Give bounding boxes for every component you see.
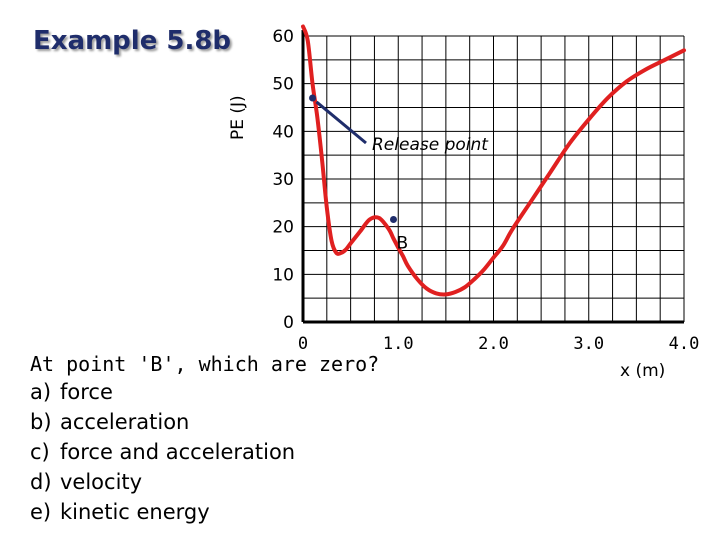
release-point-marker: [309, 94, 317, 102]
answer-option-text: force and acceleration: [60, 440, 296, 464]
answer-option[interactable]: c) force and acceleration: [30, 440, 295, 464]
release-point-pointer: [315, 100, 367, 145]
x-tick-label: 1.0: [383, 334, 414, 354]
answer-option-letter: c): [30, 440, 50, 464]
answer-option-text: velocity: [60, 470, 143, 494]
answer-option-letter: d): [30, 470, 52, 494]
x-tick-label: 4.0: [669, 334, 700, 354]
answer-option-letter: a): [30, 380, 52, 404]
answer-option[interactable]: e) kinetic energy: [30, 500, 210, 524]
pe-curve: [301, 24, 686, 297]
x-axis-label: x (m): [620, 361, 665, 381]
y-axis-label: PE (J): [228, 95, 248, 140]
chart-grid: [302, 35, 685, 323]
y-tick-label: 20: [272, 218, 294, 238]
answer-option[interactable]: a) force: [30, 380, 113, 404]
y-tick-label: 60: [272, 27, 294, 47]
chart-annotations: Release point B: [309, 94, 489, 254]
y-tick-label: 50: [272, 75, 294, 95]
x-tick-label: 0: [298, 334, 308, 354]
question-prompt: At point 'B', which are zero?: [30, 352, 380, 376]
answer-option-letter: e): [30, 500, 52, 524]
y-tick-label: 30: [272, 170, 294, 190]
y-tick-label: 0: [283, 313, 294, 333]
x-tick-label: 2.0: [478, 334, 509, 354]
point-b-marker: [389, 216, 397, 224]
answer-option[interactable]: b) acceleration: [30, 410, 189, 434]
release-point-label: Release point: [372, 135, 489, 155]
slide-title: Example 5.8b: [33, 26, 232, 56]
y-tick-label: 40: [272, 122, 294, 142]
answer-option-text: kinetic energy: [60, 500, 210, 524]
answer-option-text: acceleration: [60, 410, 190, 434]
x-tick-label: 3.0: [573, 334, 604, 354]
chart-ticks: 0 10 20 30 40 50 60 0 1.0 2.0 3.0 4.0: [272, 27, 699, 354]
answer-option-letter: b): [30, 410, 52, 434]
point-b-label: B: [396, 234, 408, 254]
answer-option[interactable]: d) velocity: [30, 470, 142, 494]
y-tick-label: 10: [272, 265, 294, 285]
chart-axes: [301, 30, 684, 324]
answer-option-text: force: [60, 380, 113, 404]
